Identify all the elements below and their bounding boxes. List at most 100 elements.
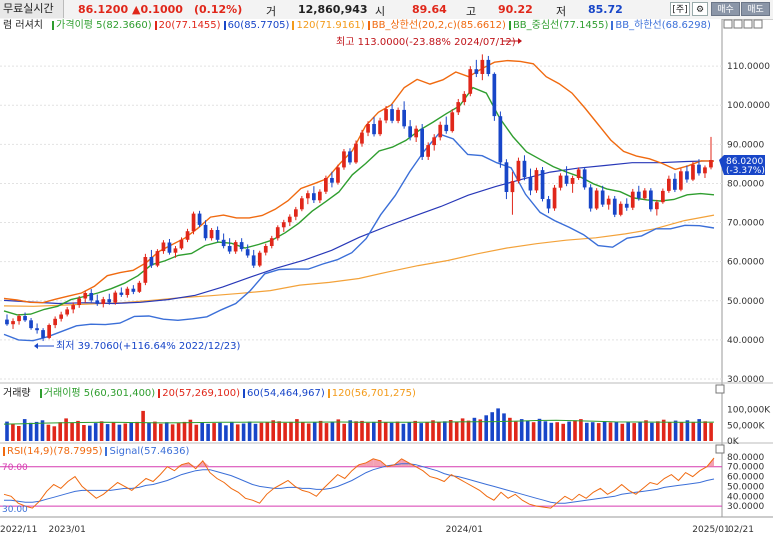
current-price-tag: 86.0200 (-3.37%) [719,155,765,176]
volume-legend-item[interactable]: 거래이평 5(60,301,400) [43,388,156,399]
candle-body [71,305,75,310]
volume-legend-swatch [243,388,245,398]
price-legend-item[interactable]: 가격이평 5(82.3660) [56,20,152,31]
candle-body [113,292,118,303]
rsi-tick-label: 40.0000 [727,492,764,502]
candle-body [642,190,647,199]
high-arrowhead [518,38,522,44]
candle-body [540,170,545,199]
candle-body [23,316,27,321]
volume-bar [129,422,133,441]
candle-body [215,230,220,240]
candle-body [372,124,376,135]
candle-body [107,299,112,303]
volume-bar [425,422,429,441]
volume-bar [17,426,21,441]
candle-body [594,190,599,209]
candle-body [354,143,358,163]
rsi-line [3,457,715,509]
panel-maximize-icon[interactable] [733,19,743,29]
stock-type-button[interactable]: [주] [670,2,690,16]
rsi-70-label: 70.00 [2,463,28,473]
volume-bar [656,421,660,441]
rsi-signal-line [4,463,715,504]
rsi-tick-label: 70.0000 [727,463,764,473]
volume-bar [271,420,275,441]
price-legend-item[interactable]: BB_상한선(20,2,c)(85.6612) [371,20,506,31]
panel-minimize-icon[interactable] [723,19,733,29]
current-price: 86.1200 [78,3,129,16]
candle-body [89,293,94,301]
candle-body [336,167,340,183]
candle-body [173,248,178,253]
candle-body [636,191,641,199]
volume-bar [135,421,139,441]
candle-body [486,59,491,74]
candle-body [468,69,473,94]
price-tick-label: 90.0000 [727,140,764,150]
volume-bar [342,423,346,441]
candle-body [667,178,671,191]
volume-bar [466,420,471,441]
legend-title: 렴 러셔치 [3,20,43,31]
candle-body [600,190,605,205]
price-axis: 110.0000 100.0000 90.0000 80.0000 70.0000 60.… [727,62,770,385]
volume-bar [265,422,270,441]
volume-legend-item[interactable]: 20(57,269,100) [162,388,240,399]
candles [5,54,713,342]
candle-body [679,171,683,190]
volume-bar [159,423,163,441]
volume-legend-item[interactable]: 60(54,464,967) [247,388,325,399]
candle-body [239,242,244,250]
volume-bar [366,422,370,441]
price-tick-label: 70.0000 [727,219,764,229]
volume-bar [230,421,234,441]
candle-body [191,213,196,232]
price-legend-item[interactable]: 20(77.1455) [158,20,221,31]
candle-body [131,288,136,292]
candle-body [480,59,485,74]
volume-bar [626,422,630,441]
sell-button[interactable]: 매도 [741,2,770,16]
candle-body [95,300,100,304]
volume-bar [709,422,713,441]
buy-button[interactable]: 매수 [711,2,740,16]
volume-legend: 거래량 거래이평 5(60,301,400) 20(57,269,100) 60(5… [0,387,416,401]
volume-bar [608,422,613,441]
realtime-mode-label[interactable]: 무료실시간 [0,0,64,18]
panel-restore-icon[interactable] [743,19,753,29]
quote-bar: 무료실시간 86.1200 ▲0.1000 (0.12%) 거 12,860,9… [0,0,773,20]
rsi-panel-toggle-icon[interactable] [715,444,725,454]
volume-bar [312,422,317,441]
price-legend-item[interactable]: BB_하한선(68.6298) [615,20,711,31]
price-legend-item[interactable]: BB_중심선(77.1455) [512,20,609,31]
price-tick-label: 40.0000 [727,336,764,346]
candle-body [342,151,346,168]
price-legend-item[interactable]: 60(85.7705) [227,20,290,31]
candle-body [101,299,106,304]
rsi-legend-item[interactable]: Signal(57.4636) [109,446,190,457]
volume-bar [52,426,57,441]
volume-bar [123,423,128,441]
volume-bar [679,422,684,441]
panel-close-icon[interactable] [753,19,763,29]
volume-legend-item[interactable]: 120(56,701,275) [331,388,416,399]
volume-bar [301,422,305,441]
candle-body [197,213,202,225]
price-tick-label: 100.0000 [727,101,770,111]
candle-body [245,249,250,256]
candle-body [438,124,443,138]
volume-bar [407,422,412,441]
gear-icon[interactable]: ⚙ [692,2,708,16]
price-tag-pct: (-3.37%) [726,166,765,176]
stock-chart-canvas[interactable]: 110.0000100.000090.000080.000070.000060.… [0,19,773,535]
volume-panel-toggle-icon[interactable] [715,384,725,394]
rsi-axis: 80.000070.000060.000050.000040.000030.00… [727,453,764,512]
candle-body [275,227,280,239]
candle-body [137,282,142,292]
price-legend-item[interactable]: 120(71.9161) [296,20,365,31]
candle-body [35,328,39,331]
volume-bar [170,424,175,441]
candle-body [233,242,238,252]
rsi-legend-item[interactable]: RSI(14,9)(78.7995) [7,446,103,457]
